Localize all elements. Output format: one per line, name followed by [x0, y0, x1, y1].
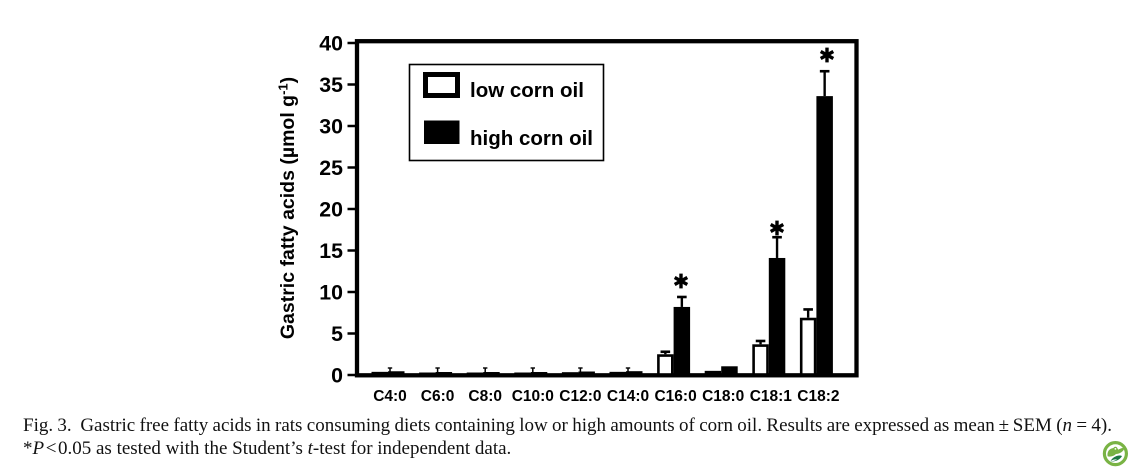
svg-text:35: 35 — [319, 73, 343, 97]
svg-text:C16:0: C16:0 — [654, 388, 696, 405]
svg-text:C12:0: C12:0 — [559, 388, 601, 405]
svg-text:15: 15 — [319, 239, 343, 263]
svg-text:30: 30 — [319, 115, 343, 139]
svg-text:0: 0 — [331, 364, 343, 388]
svg-text:C8:0: C8:0 — [468, 388, 502, 405]
svg-text:C18:1: C18:1 — [750, 388, 793, 405]
svg-text:20: 20 — [319, 198, 343, 222]
svg-text:10: 10 — [319, 281, 343, 305]
svg-text:25: 25 — [319, 156, 343, 180]
svg-text:C6:0: C6:0 — [421, 388, 455, 405]
svg-text:5: 5 — [331, 322, 343, 346]
svg-text:high corn oil: high corn oil — [470, 127, 593, 150]
svg-text:C18:0: C18:0 — [702, 388, 744, 405]
svg-text:C18:2: C18:2 — [797, 388, 839, 405]
svg-text:Gastric fatty acids (µmol g-1): Gastric fatty acids (µmol g-1) — [276, 77, 300, 339]
svg-text:C14:0: C14:0 — [607, 388, 649, 405]
svg-text:low corn oil: low corn oil — [470, 79, 584, 102]
svg-text:40: 40 — [319, 32, 343, 56]
svg-text:C4:0: C4:0 — [373, 388, 407, 405]
svg-text:C10:0: C10:0 — [512, 388, 554, 405]
